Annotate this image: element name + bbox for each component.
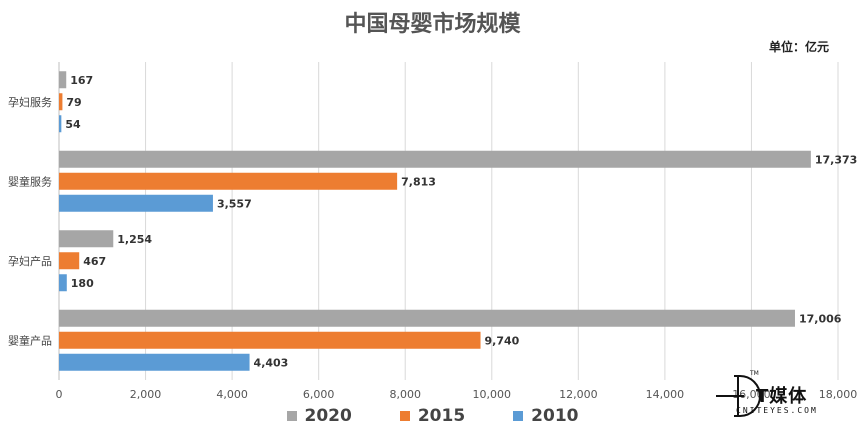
chart-title: 中国母婴市场规模: [344, 12, 521, 37]
x-tick-label: 0: [56, 388, 63, 401]
data-label: 3,557: [217, 197, 252, 210]
bar: [59, 331, 481, 349]
legend-label-2020: 2020: [304, 406, 352, 426]
bar: [59, 93, 63, 111]
x-tick-label: 18,000: [819, 388, 858, 401]
legend-swatch-2015: [399, 411, 410, 421]
data-label: 79: [66, 96, 81, 109]
x-tick-label: 10,000: [473, 388, 512, 401]
data-label: 17,373: [815, 153, 857, 166]
watermark-site: CNITEYES.COM: [736, 406, 818, 415]
bar: [59, 194, 213, 212]
unit-label: 单位：亿元: [768, 40, 829, 54]
bar: [59, 353, 250, 371]
category-label: 孕妇产品: [8, 254, 52, 268]
legend-item-2020: 2020: [286, 406, 352, 426]
data-label: 17,006: [799, 312, 842, 325]
category-label: 婴童产品: [8, 333, 52, 347]
x-tick-label: 4,000: [216, 388, 248, 401]
x-tick-label: 14,000: [646, 388, 685, 401]
watermark-emblem-icon: [716, 375, 761, 417]
data-label: 4,403: [254, 356, 289, 369]
x-tick-label: 16,000: [732, 388, 771, 401]
watermark-logo: TM T媒体 CNITEYES.COM: [716, 370, 861, 420]
legend-swatch-2020: [286, 411, 297, 421]
legend-label-2015: 2015: [417, 406, 466, 426]
bar: [59, 274, 67, 292]
legend-swatch-2010: [513, 411, 524, 421]
data-label: 1,254: [117, 233, 152, 246]
bar: [59, 172, 398, 190]
bar: [59, 309, 795, 327]
category-label: 婴童服务: [8, 174, 52, 188]
legend-item-2010: 2010: [513, 406, 578, 426]
watermark-brand: T媒体: [756, 386, 808, 407]
category-label: 孕妇服务: [8, 96, 52, 109]
data-label: 180: [71, 277, 94, 290]
data-label: 54: [65, 118, 81, 131]
bar: [59, 150, 811, 168]
bar: [59, 230, 114, 248]
legend-label-2010: 2010: [531, 406, 579, 426]
x-tick-label: 12,000: [559, 388, 598, 401]
data-label: 7,813: [401, 175, 436, 188]
data-label: 467: [83, 255, 106, 268]
data-label: 167: [70, 74, 93, 87]
legend: 2020 2015 2010: [0, 406, 865, 426]
data-label: 9,740: [485, 334, 520, 347]
legend-item-2015: 2015: [399, 406, 466, 426]
bar: [59, 115, 62, 133]
x-tick-label: 8,000: [389, 388, 421, 401]
bar: [59, 71, 67, 89]
x-tick-label: 2,000: [130, 388, 162, 401]
x-tick-label: 6,000: [303, 388, 335, 401]
watermark-tm: TM: [750, 370, 759, 377]
bar: [59, 252, 80, 270]
